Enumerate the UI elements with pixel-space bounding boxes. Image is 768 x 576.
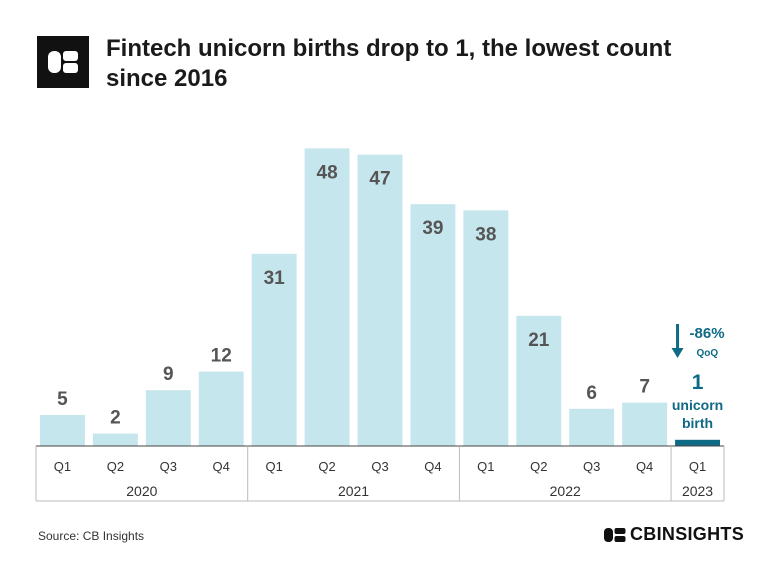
highlight-value: 1 xyxy=(692,371,704,394)
bar-10 xyxy=(569,408,615,446)
highlight-label-line1: unicorn xyxy=(672,397,723,413)
tick-label-6: Q3 xyxy=(371,459,388,474)
bar-1 xyxy=(92,433,138,446)
data-label-10: 6 xyxy=(586,383,597,404)
tick-label-7: Q4 xyxy=(424,459,441,474)
data-label-8: 38 xyxy=(475,224,496,245)
data-label-9: 21 xyxy=(528,330,550,351)
change-sub-label: QoQ xyxy=(697,348,719,359)
year-label-3: 2023 xyxy=(682,483,713,499)
brand-logo: CBINSIGHTS xyxy=(604,524,744,545)
bar-8 xyxy=(463,210,509,446)
data-label-7: 39 xyxy=(422,218,443,239)
tick-label-2: Q3 xyxy=(160,459,177,474)
bar-2 xyxy=(145,390,191,446)
cb-logo-icon xyxy=(37,36,89,88)
tick-label-10: Q3 xyxy=(583,459,600,474)
data-label-5: 48 xyxy=(317,162,338,183)
data-label-11: 7 xyxy=(639,377,650,398)
bar-3 xyxy=(198,371,244,446)
brand-name: CBINSIGHTS xyxy=(630,524,745,544)
tick-label-12: Q1 xyxy=(689,459,706,474)
year-label-2: 2022 xyxy=(550,483,581,499)
source-note: Source: CB Insights xyxy=(38,529,145,543)
tick-label-1: Q2 xyxy=(107,459,124,474)
bar-5 xyxy=(304,148,350,446)
tick-label-5: Q2 xyxy=(318,459,335,474)
tick-label-4: Q1 xyxy=(265,459,282,474)
year-label-0: 2020 xyxy=(126,483,157,499)
data-label-2: 9 xyxy=(163,364,174,385)
tick-label-3: Q4 xyxy=(213,459,230,474)
bar-11 xyxy=(622,402,668,446)
bar-12 xyxy=(675,439,720,446)
bar-4 xyxy=(251,253,297,446)
cb-brand-icon xyxy=(604,527,626,542)
data-label-1: 2 xyxy=(110,408,121,429)
bar-7 xyxy=(410,204,456,446)
bar-9 xyxy=(516,315,562,446)
bar-6 xyxy=(357,154,403,446)
data-label-0: 5 xyxy=(57,389,68,410)
data-label-3: 12 xyxy=(211,346,232,367)
chart-title: Fintech unicorn births drop to 1, the lo… xyxy=(106,35,672,92)
down-arrow-icon xyxy=(671,348,684,358)
highlight-label-line2: birth xyxy=(682,415,713,431)
tick-label-11: Q4 xyxy=(636,459,653,474)
data-label-4: 31 xyxy=(264,268,286,289)
data-label-6: 47 xyxy=(369,169,390,190)
bar-0 xyxy=(40,415,85,446)
tick-label-0: Q1 xyxy=(54,459,71,474)
change-label: -86% xyxy=(690,325,725,342)
tick-label-9: Q2 xyxy=(530,459,547,474)
tick-label-8: Q1 xyxy=(477,459,494,474)
year-label-1: 2021 xyxy=(338,483,369,499)
